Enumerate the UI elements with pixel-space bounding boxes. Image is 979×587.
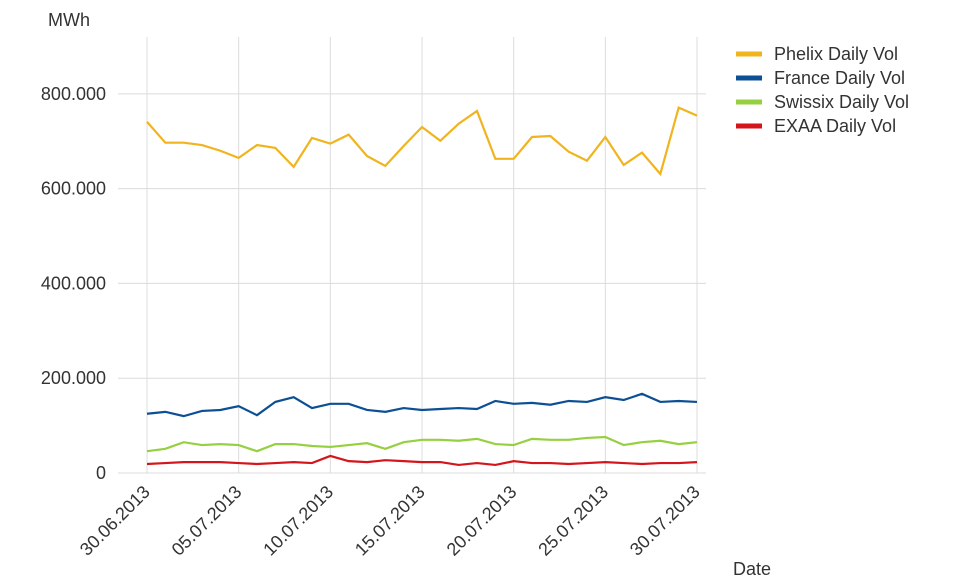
- x-tick-label: 10.07.2013: [259, 482, 337, 560]
- y-tick-label: 800.000: [41, 84, 106, 104]
- legend-label: Phelix Daily Vol: [774, 44, 898, 64]
- y-tick-label: 400.000: [41, 273, 106, 293]
- y-tick-label: 200.000: [41, 368, 106, 388]
- x-tick-label: 15.07.2013: [351, 482, 429, 560]
- legend-label: Swissix Daily Vol: [774, 92, 909, 112]
- y-axis-label: MWh: [48, 10, 90, 30]
- x-axis-label: Date: [733, 559, 771, 579]
- x-tick-label: 30.06.2013: [76, 482, 154, 560]
- series-line: [146, 454, 698, 467]
- legend-label: France Daily Vol: [774, 68, 905, 88]
- y-tick-label: 0: [96, 463, 106, 483]
- x-tick-label: 20.07.2013: [443, 482, 521, 560]
- legend-label: EXAA Daily Vol: [774, 116, 896, 136]
- x-tick-label: 30.07.2013: [626, 482, 704, 560]
- x-tick-label: 05.07.2013: [168, 482, 246, 560]
- series-line: [146, 106, 698, 177]
- y-tick-label: 600.000: [41, 179, 106, 199]
- x-tick-label: 25.07.2013: [534, 482, 612, 560]
- series-line: [146, 392, 698, 418]
- series-line: [146, 435, 698, 453]
